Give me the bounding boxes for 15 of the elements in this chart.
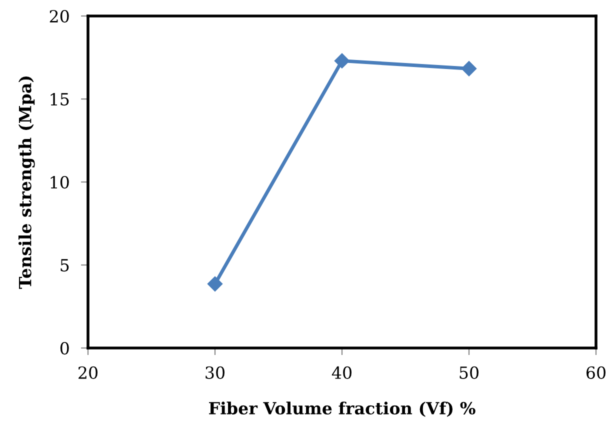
- y-tick-label: 15: [50, 92, 69, 106]
- x-tick-label: 40: [332, 366, 352, 379]
- point: [334, 53, 350, 68]
- y-tick-label: 10: [50, 176, 69, 189]
- x-tick-label: 60: [586, 366, 606, 379]
- x-axis-title: Fiber Volume fraction (Vf) %: [209, 402, 476, 417]
- y-tick-label: 5: [60, 259, 69, 272]
- point: [207, 276, 223, 292]
- y-tick-label: 20: [50, 10, 69, 23]
- x-tick-label: 50: [460, 366, 478, 379]
- x-tick-label: 30: [206, 366, 224, 379]
- point: [461, 61, 477, 76]
- y-tick-label: 0: [60, 342, 69, 355]
- y-axis-title: Tensile strength (Mpa): [18, 76, 35, 289]
- x-tick-label: 20: [78, 366, 98, 379]
